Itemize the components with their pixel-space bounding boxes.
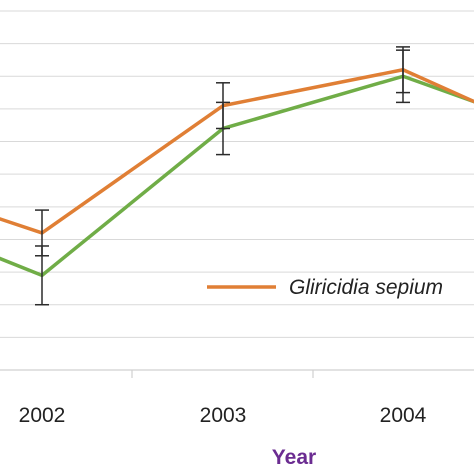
- x-axis: [0, 369, 474, 378]
- x-tick-label-2004: 2004: [380, 404, 427, 427]
- x-tick-label-2003: 2003: [200, 404, 247, 427]
- error-bar-s1-2004: [396, 49, 410, 104]
- legend-label-gliricidia: Gliricidia sepium: [289, 276, 443, 299]
- gridlines: [0, 10, 474, 338]
- series-line-1: [0, 74, 474, 278]
- x-tick-label-2002: 2002: [19, 404, 66, 427]
- error-bar-s1-2003: [216, 101, 230, 156]
- x-axis-title: Year: [272, 446, 316, 469]
- error-bar-s1-2002: [35, 245, 49, 306]
- legend: Gliricidia sepium: [207, 276, 443, 299]
- x-tick-labels: 2002 2003 2004: [19, 404, 427, 427]
- error-bars: [35, 46, 410, 306]
